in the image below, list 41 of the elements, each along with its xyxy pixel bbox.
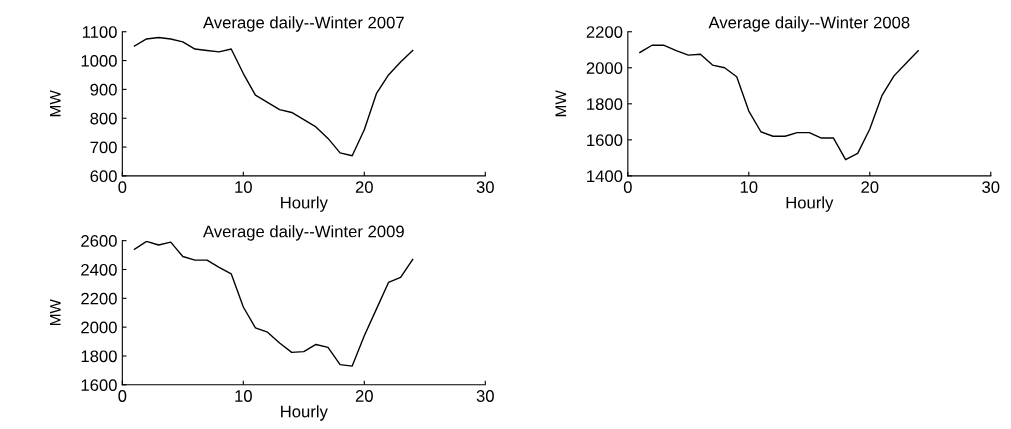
y-tick-label: 2200 [586,26,623,38]
y-tick-label: 1600 [81,379,117,392]
line-series [133,36,414,157]
x-tick-label: 30 [476,181,494,193]
y-tick-label: 900 [90,83,117,96]
x-tick-label: 20 [355,181,373,193]
x-tick-label: 30 [982,181,1000,193]
y-tick-label: 1000 [81,54,117,67]
y-tick-label: 700 [90,141,117,154]
y-tick-label: 1800 [587,98,623,111]
y-tick-label: 2000 [586,62,623,74]
x-tick-label: 10 [235,181,252,193]
x-tick-label: 0 [623,181,632,193]
chart-title: Average daily--Winter 2007 [203,16,404,32]
x-axis-title: Hourly [281,405,328,421]
x-tick-label: 30 [476,390,494,402]
x-tick-label: 20 [355,390,373,402]
y-tick-label: 1100 [82,26,117,38]
y-tick-label: 2200 [81,292,117,305]
y-axis-title: MW [50,90,61,117]
y-axis-title: MW [555,90,567,117]
y-tick-label: 600 [90,170,117,183]
y-tick-label: 1600 [587,134,623,147]
y-tick-label: 1400 [587,170,623,183]
x-tick-label: 0 [118,390,127,402]
chart-title: Average daily--Winter 2009 [203,225,404,241]
x-tick-label: 20 [861,181,879,193]
x-tick-label: 10 [235,390,252,402]
y-tick-label: 2600 [81,235,117,247]
y-tick-label: 2000 [81,321,117,334]
x-tick-label: 10 [740,181,758,193]
line-series [639,44,919,161]
x-axis-title: Hourly [786,196,834,212]
y-tick-label: 800 [90,112,117,125]
y-tick-label: 1800 [81,350,117,363]
chart-title: Average daily--Winter 2008 [708,16,910,32]
x-tick-label: 0 [118,181,127,193]
y-axis-title: MW [50,299,61,326]
line-series [133,240,414,367]
x-axis-title: Hourly [281,196,328,212]
y-tick-label: 2400 [81,263,117,276]
